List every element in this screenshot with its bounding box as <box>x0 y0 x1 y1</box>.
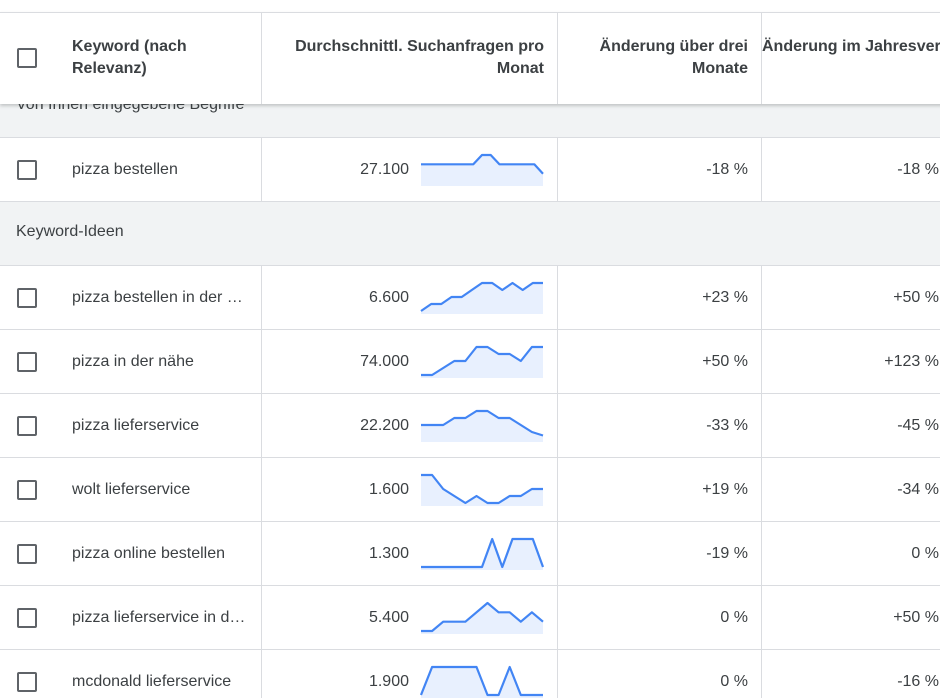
sparkline-line <box>421 345 543 377</box>
table-row[interactable]: pizza in der nähe 74.000 +50 % +123 % <box>0 330 940 394</box>
row-checkbox[interactable] <box>17 544 37 564</box>
avg-searches-value: 1.300 <box>368 545 409 562</box>
sparkline-area <box>421 347 543 378</box>
avg-searches-cell: 1.900 <box>261 650 558 698</box>
three-month-change-value: 0 % <box>557 586 761 649</box>
three-month-change-value: -33 % <box>557 394 761 457</box>
row-checkbox[interactable] <box>17 672 37 692</box>
avg-searches-cell: 6.600 <box>261 266 558 329</box>
keyword-text: pizza bestellen <box>72 161 178 178</box>
row-checkbox[interactable] <box>17 160 37 180</box>
trend-sparkline <box>421 345 543 378</box>
three-month-change-value: +23 % <box>557 266 761 329</box>
three-month-change-value: +50 % <box>557 330 761 393</box>
yoy-change-value: +123 % <box>761 330 940 393</box>
sparkline-area <box>421 411 543 442</box>
yoy-change-value: 0 % <box>761 522 940 585</box>
keyword-text: mcdonald lieferservice <box>72 673 232 690</box>
table-row[interactable]: pizza bestellen in der nähe 6.600 +23 % +50… <box>0 266 940 330</box>
keyword-text: pizza bestellen in der nähe <box>72 289 248 306</box>
keyword-text: pizza online bestellen <box>72 545 225 562</box>
avg-searches-cell: 5.400 <box>261 586 558 649</box>
sparkline-line <box>420 665 543 697</box>
yoy-change-value: +50 % <box>761 266 940 329</box>
row-checkbox[interactable] <box>17 288 37 308</box>
sparkline-area <box>421 283 543 314</box>
yoy-change-value: -34 % <box>761 458 940 521</box>
avg-searches-value: 1.900 <box>368 673 409 690</box>
select-all-checkbox[interactable] <box>17 48 37 68</box>
yoy-change-value: -45 % <box>761 394 940 457</box>
sparkline-area <box>421 155 543 186</box>
sparkline-line <box>421 409 544 437</box>
avg-searches-value: 22.200 <box>360 417 409 434</box>
three-month-change-value: -18 % <box>557 138 761 201</box>
group-row-ideas: Keyword-Ideen <box>0 202 940 266</box>
trend-sparkline <box>421 537 544 570</box>
avg-searches-value: 74.000 <box>360 353 409 370</box>
table-row[interactable]: pizza lieferservice 22.200 -33 % -45 % <box>0 394 940 458</box>
row-checkbox[interactable] <box>17 416 37 436</box>
yoy-change-value: +50 % <box>761 586 940 649</box>
three-month-change-value: +19 % <box>557 458 761 521</box>
sparkline-line <box>421 601 544 633</box>
header-yoy-change[interactable]: Änderung im Jahresvergleich <box>761 13 940 104</box>
avg-searches-value: 5.400 <box>368 609 409 626</box>
sparkline-area <box>421 475 543 506</box>
keyword-text: pizza in der nähe <box>72 353 194 370</box>
header-three-month-change[interactable]: Änderung über drei Monate <box>557 13 761 104</box>
header-avg-searches[interactable]: Durchschnittl. Suchanfragen pro Monat <box>261 13 557 104</box>
table-row[interactable]: pizza online bestellen 1.300 -19 % 0 % <box>0 522 940 586</box>
trend-sparkline <box>421 409 544 442</box>
avg-searches-cell: 1.600 <box>261 458 558 521</box>
avg-searches-value: 6.600 <box>368 289 409 306</box>
table-header: Keyword (nach Relevanz) Durchschnittl. S… <box>0 12 940 104</box>
trend-sparkline <box>421 601 544 634</box>
avg-searches-value: 1.600 <box>368 481 409 498</box>
table-row[interactable]: wolt lieferservice 1.600 +19 % -34 % <box>0 458 940 522</box>
keyword-text: pizza lieferservice <box>72 417 200 434</box>
avg-searches-cell: 22.200 <box>261 394 558 457</box>
table-row[interactable]: pizza lieferservice in der nähe 5.400 0 %+… <box>0 586 940 650</box>
trend-sparkline <box>421 153 544 186</box>
row-checkbox[interactable] <box>17 480 37 500</box>
yoy-change-value: -16 % <box>761 650 940 698</box>
row-checkbox[interactable] <box>17 608 37 628</box>
three-month-change-value: 0 % <box>557 650 761 698</box>
table-row[interactable]: pizza bestellen 27.100 -18 % -18 % <box>0 138 940 202</box>
header-keyword[interactable]: Keyword (nach Relevanz) <box>72 38 187 77</box>
sparkline-area <box>421 603 543 634</box>
avg-searches-cell: 1.300 <box>261 522 558 585</box>
sparkline-line <box>421 153 544 175</box>
keyword-text: wolt lieferservice <box>72 481 191 498</box>
avg-searches-cell: 27.100 <box>261 138 558 201</box>
group-label: Keyword-Ideen <box>16 223 124 240</box>
sparkline-line <box>420 281 543 312</box>
avg-searches-cell: 74.000 <box>261 330 558 393</box>
sparkline-line <box>421 473 543 505</box>
trend-sparkline <box>420 665 543 698</box>
trend-sparkline <box>420 281 543 314</box>
three-month-change-value: -19 % <box>557 522 761 585</box>
row-checkbox[interactable] <box>17 352 37 372</box>
trend-sparkline <box>421 473 543 506</box>
sparkline-line <box>421 537 544 569</box>
avg-searches-value: 27.100 <box>360 161 409 178</box>
header-checkbox-cell <box>0 13 60 104</box>
sparkline-area <box>421 539 543 570</box>
keyword-text: pizza lieferservice in der nähe <box>72 609 248 626</box>
table-row[interactable]: mcdonald lieferservice 1.900 0 % -16 % <box>0 650 940 698</box>
yoy-change-value: -18 % <box>761 138 940 201</box>
